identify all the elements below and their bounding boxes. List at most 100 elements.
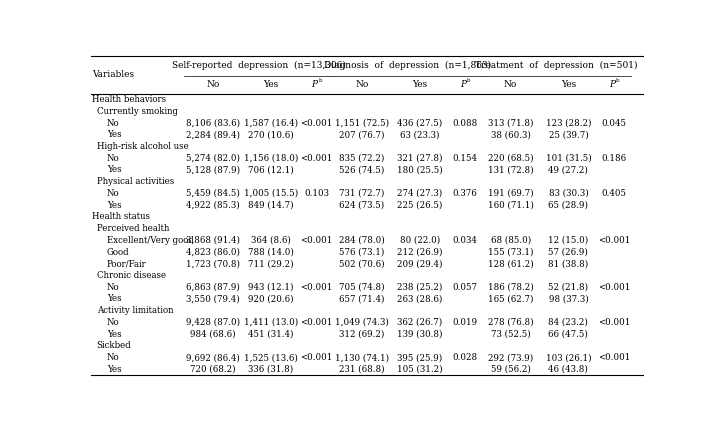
Text: Chronic disease: Chronic disease bbox=[97, 271, 166, 280]
Text: 1,525 (13.6): 1,525 (13.6) bbox=[244, 353, 298, 362]
Text: 9,428 (87.0): 9,428 (87.0) bbox=[186, 318, 241, 327]
Text: 83 (30.3): 83 (30.3) bbox=[548, 189, 589, 198]
Text: 0.186: 0.186 bbox=[601, 154, 626, 163]
Text: P: P bbox=[609, 80, 614, 89]
Text: 274 (27.3): 274 (27.3) bbox=[397, 189, 442, 198]
Text: 186 (78.2): 186 (78.2) bbox=[488, 283, 533, 292]
Text: 49 (27.2): 49 (27.2) bbox=[548, 165, 589, 175]
Text: 68 (85.0): 68 (85.0) bbox=[490, 236, 531, 245]
Text: 0.045: 0.045 bbox=[601, 118, 626, 127]
Text: 705 (74.8): 705 (74.8) bbox=[339, 283, 384, 292]
Text: 38 (60.3): 38 (60.3) bbox=[490, 130, 531, 139]
Text: <0.001: <0.001 bbox=[598, 353, 630, 362]
Text: Yes: Yes bbox=[107, 201, 121, 210]
Text: 98 (37.3): 98 (37.3) bbox=[548, 294, 589, 303]
Text: 80 (22.0): 80 (22.0) bbox=[400, 236, 440, 245]
Text: 101 (31.5): 101 (31.5) bbox=[546, 154, 591, 163]
Text: 312 (69.2): 312 (69.2) bbox=[339, 330, 384, 339]
Text: 128 (61.2): 128 (61.2) bbox=[488, 259, 533, 268]
Text: 0.019: 0.019 bbox=[453, 318, 478, 327]
Text: Good: Good bbox=[107, 248, 130, 256]
Text: Poor/Fair: Poor/Fair bbox=[107, 259, 147, 268]
Text: Physical activities: Physical activities bbox=[97, 177, 174, 186]
Text: No: No bbox=[206, 80, 220, 89]
Text: Activity limitation: Activity limitation bbox=[97, 306, 173, 315]
Text: 6,863 (87.9): 6,863 (87.9) bbox=[186, 283, 240, 292]
Text: 105 (31.2): 105 (31.2) bbox=[397, 365, 442, 374]
Text: 984 (68.6): 984 (68.6) bbox=[190, 330, 236, 339]
Text: 165 (62.7): 165 (62.7) bbox=[488, 294, 533, 303]
Text: No: No bbox=[107, 189, 120, 198]
Text: 263 (28.6): 263 (28.6) bbox=[397, 294, 442, 303]
Text: 207 (76.7): 207 (76.7) bbox=[339, 130, 384, 139]
Text: 0.154: 0.154 bbox=[453, 154, 478, 163]
Text: 526 (74.5): 526 (74.5) bbox=[339, 165, 384, 175]
Text: 84 (23.2): 84 (23.2) bbox=[548, 318, 589, 327]
Text: 0.405: 0.405 bbox=[601, 189, 626, 198]
Text: 81 (38.8): 81 (38.8) bbox=[548, 259, 589, 268]
Text: <0.001: <0.001 bbox=[300, 318, 333, 327]
Text: No: No bbox=[107, 353, 120, 362]
Text: No: No bbox=[107, 118, 120, 127]
Text: No: No bbox=[107, 154, 120, 163]
Text: 5,274 (82.0): 5,274 (82.0) bbox=[186, 154, 241, 163]
Text: b: b bbox=[616, 78, 619, 83]
Text: 0.103: 0.103 bbox=[304, 189, 329, 198]
Text: 920 (20.6): 920 (20.6) bbox=[248, 294, 294, 303]
Text: 209 (29.4): 209 (29.4) bbox=[397, 259, 442, 268]
Text: <0.001: <0.001 bbox=[300, 118, 333, 127]
Text: 231 (68.8): 231 (68.8) bbox=[339, 365, 384, 374]
Text: 1,151 (72.5): 1,151 (72.5) bbox=[335, 118, 389, 127]
Text: 4,823 (86.0): 4,823 (86.0) bbox=[186, 248, 241, 256]
Text: 66 (47.5): 66 (47.5) bbox=[548, 330, 589, 339]
Text: 160 (71.1): 160 (71.1) bbox=[488, 201, 533, 210]
Text: 835 (72.2): 835 (72.2) bbox=[339, 154, 384, 163]
Text: 1,411 (13.0): 1,411 (13.0) bbox=[244, 318, 298, 327]
Text: 191 (69.7): 191 (69.7) bbox=[488, 189, 533, 198]
Text: No: No bbox=[355, 80, 369, 89]
Text: 364 (8.6): 364 (8.6) bbox=[251, 236, 291, 245]
Text: Sickbed: Sickbed bbox=[97, 341, 132, 351]
Text: 395 (25.9): 395 (25.9) bbox=[397, 353, 442, 362]
Text: <0.001: <0.001 bbox=[300, 353, 333, 362]
Text: 63 (23.3): 63 (23.3) bbox=[400, 130, 440, 139]
Text: 9,692 (86.4): 9,692 (86.4) bbox=[186, 353, 240, 362]
Text: 3,868 (91.4): 3,868 (91.4) bbox=[186, 236, 241, 245]
Text: 1,049 (74.3): 1,049 (74.3) bbox=[335, 318, 389, 327]
Text: 706 (12.1): 706 (12.1) bbox=[248, 165, 294, 175]
Text: 657 (71.4): 657 (71.4) bbox=[339, 294, 384, 303]
Text: Yes: Yes bbox=[107, 330, 121, 339]
Text: 0.088: 0.088 bbox=[453, 118, 478, 127]
Text: No: No bbox=[107, 283, 120, 292]
Text: 0.057: 0.057 bbox=[453, 283, 478, 292]
Text: 720 (68.2): 720 (68.2) bbox=[190, 365, 236, 374]
Text: 731 (72.7): 731 (72.7) bbox=[339, 189, 384, 198]
Text: <0.001: <0.001 bbox=[300, 283, 333, 292]
Text: 238 (25.2): 238 (25.2) bbox=[397, 283, 442, 292]
Text: 1,587 (16.4): 1,587 (16.4) bbox=[244, 118, 298, 127]
Text: 502 (70.6): 502 (70.6) bbox=[339, 259, 384, 268]
Text: b: b bbox=[468, 78, 471, 83]
Text: 57 (26.9): 57 (26.9) bbox=[548, 248, 589, 256]
Text: Perceived health: Perceived health bbox=[97, 224, 169, 233]
Text: 0.376: 0.376 bbox=[453, 189, 478, 198]
Text: 46 (43.8): 46 (43.8) bbox=[548, 365, 589, 374]
Text: Excellent/Very good: Excellent/Very good bbox=[107, 236, 193, 245]
Text: 225 (26.5): 225 (26.5) bbox=[397, 201, 442, 210]
Text: No: No bbox=[107, 318, 120, 327]
Text: <0.001: <0.001 bbox=[598, 318, 630, 327]
Text: P: P bbox=[311, 80, 317, 89]
Text: Yes: Yes bbox=[107, 130, 121, 139]
Text: <0.001: <0.001 bbox=[300, 154, 333, 163]
Text: 576 (73.1): 576 (73.1) bbox=[339, 248, 384, 256]
Text: 180 (25.5): 180 (25.5) bbox=[397, 165, 442, 175]
Text: 292 (73.9): 292 (73.9) bbox=[488, 353, 533, 362]
Text: 849 (14.7): 849 (14.7) bbox=[248, 201, 294, 210]
Text: 711 (29.2): 711 (29.2) bbox=[248, 259, 294, 268]
Text: 436 (27.5): 436 (27.5) bbox=[397, 118, 442, 127]
Text: 0.028: 0.028 bbox=[453, 353, 478, 362]
Text: Health status: Health status bbox=[92, 213, 150, 222]
Text: <0.001: <0.001 bbox=[598, 283, 630, 292]
Text: No: No bbox=[504, 80, 518, 89]
Text: <0.001: <0.001 bbox=[300, 236, 333, 245]
